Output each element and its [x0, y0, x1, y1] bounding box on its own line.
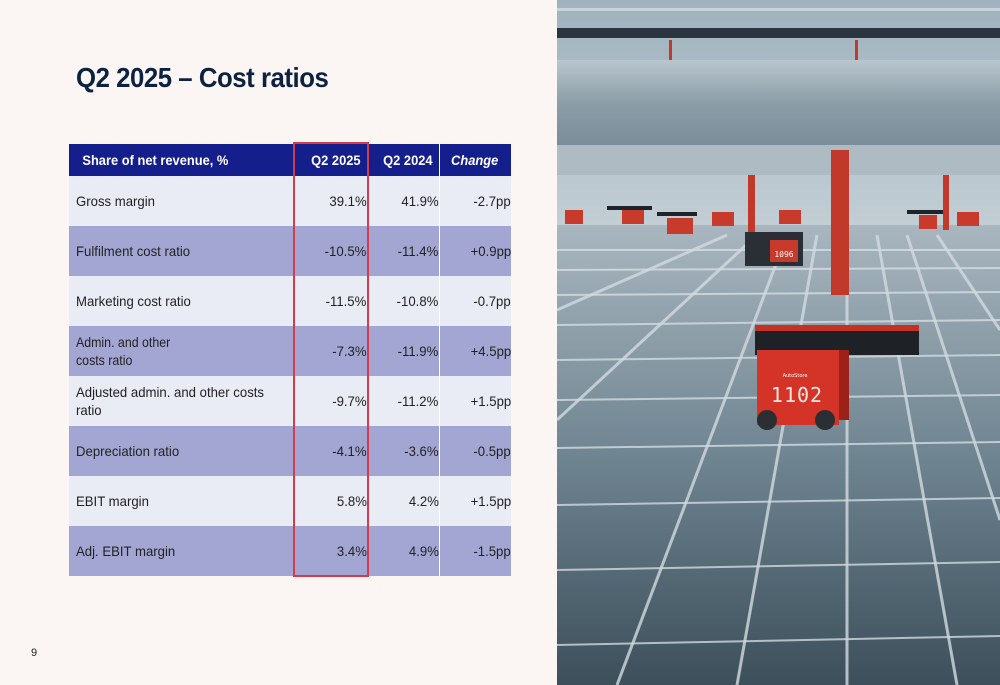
- cell-q2-2025: -4.1%: [292, 426, 367, 476]
- cell-change: -1.5pp: [438, 526, 511, 576]
- page-title: Q2 2025 – Cost ratios: [76, 62, 329, 93]
- cell-change: +0.9pp: [438, 226, 511, 276]
- table-row: Gross margin 39.1% 41.9% -2.7pp: [69, 176, 511, 226]
- table-row: Admin. and other costs ratio -7.3% -11.9%…: [69, 326, 511, 376]
- cell-q2-2025: -10.5%: [292, 226, 367, 276]
- cell-q2-2024: 4.2%: [366, 476, 439, 526]
- row-label: Adjusted admin. and other costs ratio: [69, 376, 293, 426]
- row-label: Depreciation ratio: [69, 426, 293, 476]
- row-label: Admin. and other costs ratio: [69, 326, 293, 376]
- warehouse-robot-photo: 1096 AutoStore 1102: [557, 0, 1000, 685]
- cell-q2-2025: -9.7%: [292, 376, 367, 426]
- column-header-q2-2025: Q2 2025: [292, 144, 367, 176]
- page-number: 9: [31, 647, 38, 659]
- row-label: Marketing cost ratio: [69, 276, 293, 326]
- row-label: Adj. EBIT margin: [69, 526, 293, 576]
- row-label: EBIT margin: [69, 476, 293, 526]
- slide-content: Q2 2025 – Cost ratios Share of net reven…: [31, 62, 511, 659]
- cell-q2-2024: -3.6%: [366, 426, 439, 476]
- cell-q2-2025: 3.4%: [292, 526, 367, 576]
- cell-change: -0.7pp: [438, 276, 511, 326]
- cell-q2-2025: 5.8%: [292, 476, 367, 526]
- cost-ratios-table: Share of net revenue, % Q2 2025 Q2 2024 …: [69, 144, 511, 576]
- cell-q2-2024: 41.9%: [366, 176, 439, 226]
- column-header-change: Change: [438, 144, 511, 176]
- cell-q2-2025: -11.5%: [292, 276, 367, 326]
- cell-change: +1.5pp: [438, 376, 511, 426]
- cell-change: +1.5pp: [438, 476, 511, 526]
- table-header-row: Share of net revenue, % Q2 2025 Q2 2024 …: [69, 144, 511, 176]
- column-header-q2-2024: Q2 2024: [366, 144, 439, 176]
- table-row: Adj. EBIT margin 3.4% 4.9% -1.5pp: [69, 526, 511, 576]
- cell-q2-2025: -7.3%: [292, 326, 367, 376]
- row-label: Gross margin: [69, 176, 293, 226]
- column-header-metric: Share of net revenue, %: [69, 144, 293, 176]
- table-row: EBIT margin 5.8% 4.2% +1.5pp: [69, 476, 511, 526]
- back-robot-number: 1096: [774, 250, 793, 259]
- front-robot-number: 1102: [771, 383, 823, 407]
- cell-q2-2024: -11.9%: [366, 326, 439, 376]
- table-row: Depreciation ratio -4.1% -3.6% -0.5pp: [69, 426, 511, 476]
- cell-change: +4.5pp: [438, 326, 511, 376]
- robot-brand-text: AutoStore: [783, 373, 808, 379]
- cell-q2-2024: -11.2%: [366, 376, 439, 426]
- table-row: Marketing cost ratio -11.5% -10.8% -0.7p…: [69, 276, 511, 326]
- cell-q2-2024: -11.4%: [366, 226, 439, 276]
- cell-change: -0.5pp: [438, 426, 511, 476]
- cell-change: -2.7pp: [438, 176, 511, 226]
- table-row: Fulfilment cost ratio -10.5% -11.4% +0.9…: [69, 226, 511, 276]
- row-label: Fulfilment cost ratio: [69, 226, 293, 276]
- cell-q2-2024: -10.8%: [366, 276, 439, 326]
- cell-q2-2024: 4.9%: [366, 526, 439, 576]
- warehouse-photo-svg: 1096 AutoStore 1102: [557, 0, 1000, 685]
- table-row: Adjusted admin. and other costs ratio -9…: [69, 376, 511, 426]
- cell-q2-2025: 39.1%: [292, 176, 367, 226]
